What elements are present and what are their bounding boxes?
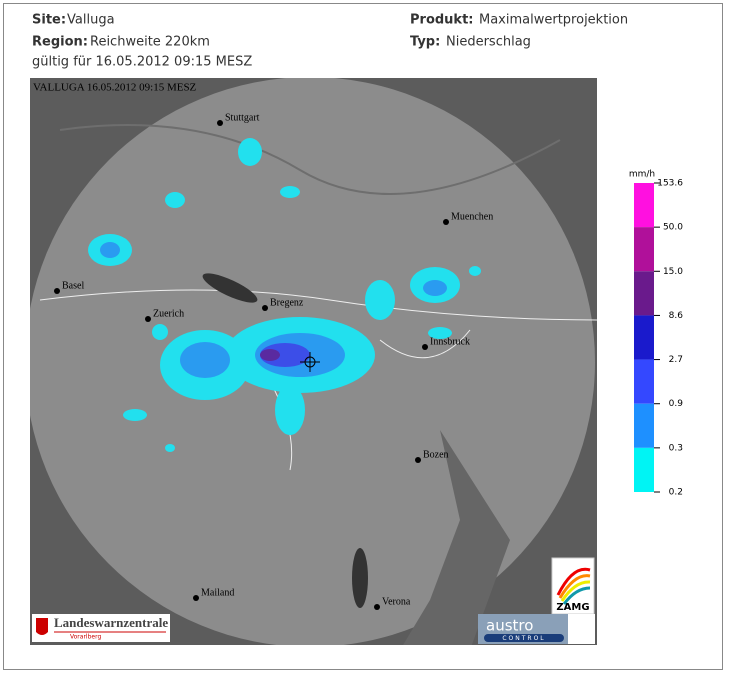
precipitation: [88, 138, 481, 452]
region-label: Region:: [32, 35, 88, 50]
city-label: Zuerich: [153, 308, 184, 319]
legend-label: 0.9: [669, 399, 684, 409]
legend-label: 0.2: [669, 488, 683, 498]
legend: mm/h 153.6 50.0 15.0 8.6 2.7 0.9 0.3 0.2: [629, 170, 683, 498]
city-dot: [54, 288, 60, 294]
legend-swatch: [634, 315, 654, 360]
region: Reichweite 220km: [90, 35, 210, 50]
control: CONTROL: [502, 635, 545, 642]
type: Niederschlag: [446, 35, 531, 50]
radar-map: Stuttgart Muenchen Basel Zuerich Bregenz Inns…: [30, 78, 597, 645]
legend-label: 0.3: [669, 443, 683, 453]
legend-swatch: [634, 227, 654, 272]
lwz-title: Landeswarnzentrale: [54, 615, 168, 630]
logo-austro-control: austro CONTROL: [478, 614, 595, 644]
city-label: Muenchen: [451, 211, 493, 222]
city-label: Bregenz: [270, 297, 304, 308]
legend-swatch: [634, 183, 654, 228]
city-dot: [422, 344, 428, 350]
city-label: Innsbruck: [430, 336, 470, 347]
product: Maximalwertprojektion: [479, 13, 628, 28]
austro: austro: [486, 617, 533, 635]
mountains: [403, 430, 510, 645]
legend-swatch: [634, 271, 654, 316]
legend-label: 8.6: [669, 311, 684, 321]
city-dot: [262, 305, 268, 311]
border: [59, 124, 561, 195]
legend-swatch: [634, 359, 654, 404]
city-dot: [217, 120, 223, 126]
legend-label: 50.0: [663, 223, 683, 233]
site: Valluga: [67, 13, 115, 28]
city-dot: [374, 604, 380, 610]
product-label: Produkt:: [410, 13, 474, 28]
lake: [202, 273, 258, 303]
legend-label: 2.7: [669, 355, 683, 365]
city-dot: [193, 595, 199, 601]
legend-swatch: [634, 447, 654, 492]
city-label: Basel: [62, 280, 84, 291]
zamg: ZAMG: [556, 602, 589, 613]
legend-label: 15.0: [663, 267, 683, 277]
legend-swatch: [634, 403, 654, 448]
lake: [352, 548, 368, 608]
border: [39, 289, 597, 321]
city-label: Verona: [382, 596, 411, 607]
city-dot: [145, 316, 151, 322]
valid-time: gültig für 16.05.2012 09:15 MESZ: [32, 55, 252, 70]
type-label: Typ:: [410, 35, 440, 50]
city-label: Mailand: [201, 587, 234, 598]
logo-zamg: ZAMG: [551, 557, 595, 615]
city-dot: [443, 219, 449, 225]
legend-label: 153.6: [657, 179, 683, 189]
radar-site: [300, 352, 320, 372]
city-dot: [415, 457, 421, 463]
legend-unit: mm/h: [629, 170, 655, 180]
map-caption: VALLUGA 16.05.2012 09:15 MESZ: [33, 82, 197, 94]
site-label: Site:: [32, 13, 66, 28]
logo-lwz: Landeswarnzentrale Vorarlberg: [32, 614, 170, 642]
lwz-sub: Vorarlberg: [70, 634, 101, 641]
city-label: Bozen: [423, 449, 449, 460]
city-label: Stuttgart: [225, 112, 260, 123]
